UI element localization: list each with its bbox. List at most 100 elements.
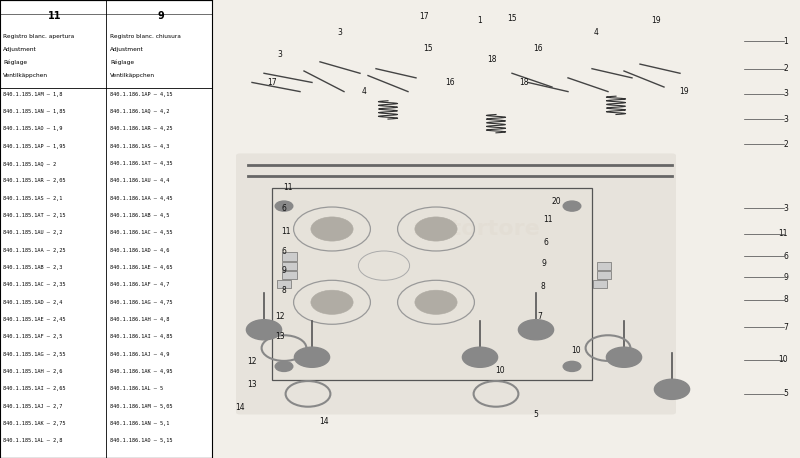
Text: 1: 1: [783, 37, 788, 46]
Text: 840.1.186.1AT — 4,35: 840.1.186.1AT — 4,35: [110, 161, 173, 166]
Circle shape: [606, 347, 642, 367]
Circle shape: [311, 290, 353, 314]
Text: 2: 2: [783, 140, 788, 149]
Text: 18: 18: [487, 55, 497, 64]
Text: 840.1.185.1AN — 1,85: 840.1.185.1AN — 1,85: [3, 109, 66, 114]
Text: Adjustment: Adjustment: [110, 47, 144, 52]
Text: 10: 10: [571, 346, 581, 355]
Text: 8: 8: [540, 282, 545, 291]
Text: 11: 11: [283, 183, 293, 192]
Text: 16: 16: [445, 78, 454, 87]
Circle shape: [275, 201, 293, 211]
Text: 840.1.185.1AR — 2,05: 840.1.185.1AR — 2,05: [3, 178, 66, 183]
Text: 840.1.186.1AR — 4,25: 840.1.186.1AR — 4,25: [110, 126, 173, 131]
Circle shape: [563, 361, 581, 371]
Text: 840.1.185.1AH — 2,6: 840.1.185.1AH — 2,6: [3, 369, 62, 374]
Text: 2: 2: [783, 64, 788, 73]
Text: Réglage: Réglage: [110, 60, 134, 65]
Text: 840.1.186.1AP — 4,15: 840.1.186.1AP — 4,15: [110, 92, 173, 97]
Text: 3: 3: [783, 114, 788, 124]
Bar: [272, 188, 592, 380]
Circle shape: [654, 379, 690, 399]
Text: 840.1.185.1AD — 2,4: 840.1.185.1AD — 2,4: [3, 300, 62, 305]
Text: 840.1.186.1AQ — 4,2: 840.1.186.1AQ — 4,2: [110, 109, 170, 114]
Text: 9: 9: [783, 273, 788, 282]
Bar: [282, 271, 297, 279]
Text: 3: 3: [783, 89, 788, 98]
Circle shape: [462, 347, 498, 367]
Text: 840.1.186.1AA — 4,45: 840.1.186.1AA — 4,45: [110, 196, 173, 201]
Text: 840.1.186.1AG — 4,75: 840.1.186.1AG — 4,75: [110, 300, 173, 305]
Bar: [593, 280, 607, 288]
Circle shape: [563, 201, 581, 211]
Text: 840.1.185.1AG — 2,55: 840.1.185.1AG — 2,55: [3, 352, 66, 357]
Text: 840.1.185.1AU — 2,2: 840.1.185.1AU — 2,2: [3, 230, 62, 235]
Text: 840.1.185.1AE — 2,45: 840.1.185.1AE — 2,45: [3, 317, 66, 322]
Text: 840.1.186.1AC — 4,55: 840.1.186.1AC — 4,55: [110, 230, 173, 235]
Text: 840.1.185.1AP — 1,95: 840.1.185.1AP — 1,95: [3, 144, 66, 148]
Text: 3: 3: [338, 27, 342, 37]
Text: 840.1.186.1AK — 4,95: 840.1.186.1AK — 4,95: [110, 369, 173, 374]
Text: 11: 11: [47, 11, 61, 22]
Text: 4: 4: [594, 27, 598, 37]
Text: 8: 8: [783, 295, 788, 305]
Bar: [282, 262, 297, 270]
Text: 3: 3: [278, 50, 282, 60]
Text: Ventilkäppchen: Ventilkäppchen: [3, 73, 48, 78]
Text: 840.1.186.1AB — 4,5: 840.1.186.1AB — 4,5: [110, 213, 170, 218]
Text: 840.1.186.1AE — 4,65: 840.1.186.1AE — 4,65: [110, 265, 173, 270]
Text: 15: 15: [507, 14, 517, 23]
Text: 10: 10: [778, 355, 788, 364]
Text: 9: 9: [542, 259, 546, 268]
Text: 12: 12: [247, 357, 257, 366]
Text: 840.1.186.1AO — 5,15: 840.1.186.1AO — 5,15: [110, 438, 173, 443]
Text: 840.1.185.1AA — 2,25: 840.1.185.1AA — 2,25: [3, 248, 66, 253]
Text: 840.1.185.1AQ — 2: 840.1.185.1AQ — 2: [3, 161, 56, 166]
Text: 13: 13: [247, 380, 257, 389]
Text: 18: 18: [519, 78, 529, 87]
Text: 11: 11: [282, 227, 291, 236]
Text: 12: 12: [275, 311, 285, 321]
Circle shape: [294, 347, 330, 367]
Text: 11: 11: [543, 215, 553, 224]
Text: 840.1.185.1AB — 2,3: 840.1.185.1AB — 2,3: [3, 265, 62, 270]
Text: 840.1.186.1AN — 5,1: 840.1.186.1AN — 5,1: [110, 421, 170, 426]
Text: 840.1.185.1AM — 1,8: 840.1.185.1AM — 1,8: [3, 92, 62, 97]
Text: 840.1.186.1AF — 4,7: 840.1.186.1AF — 4,7: [110, 282, 170, 287]
Text: 17: 17: [267, 78, 277, 87]
Text: 6: 6: [282, 204, 286, 213]
Text: Registro blanc. apertura: Registro blanc. apertura: [3, 34, 74, 39]
Bar: [282, 252, 297, 261]
Text: 840.1.185.1AC — 2,35: 840.1.185.1AC — 2,35: [3, 282, 66, 287]
Text: 840.1.186.1AS — 4,3: 840.1.186.1AS — 4,3: [110, 144, 170, 148]
Text: 840.1.185.1AK — 2,75: 840.1.185.1AK — 2,75: [3, 421, 66, 426]
Text: 840.1.185.1AT — 2,15: 840.1.185.1AT — 2,15: [3, 213, 66, 218]
Text: 840.1.185.1AJ — 2,7: 840.1.185.1AJ — 2,7: [3, 403, 62, 409]
Text: 840.1.186.1AH — 4,8: 840.1.186.1AH — 4,8: [110, 317, 170, 322]
Text: 840.1.185.1AL — 2,8: 840.1.185.1AL — 2,8: [3, 438, 62, 443]
Text: 6: 6: [282, 247, 286, 256]
Bar: [597, 271, 611, 279]
Text: 10: 10: [495, 366, 505, 376]
Text: 14: 14: [319, 417, 329, 426]
Text: 840.1.185.1AI — 2,65: 840.1.185.1AI — 2,65: [3, 387, 66, 391]
Text: 840.1.186.1AI — 4,85: 840.1.186.1AI — 4,85: [110, 334, 173, 339]
Circle shape: [415, 290, 457, 314]
Circle shape: [246, 320, 282, 340]
Text: 11: 11: [778, 229, 788, 238]
Text: 840.1.186.1AD — 4,6: 840.1.186.1AD — 4,6: [110, 248, 170, 253]
Text: motortore: motortore: [412, 219, 540, 239]
Text: 6: 6: [543, 238, 548, 247]
Text: 5: 5: [534, 410, 538, 419]
Text: 3: 3: [783, 204, 788, 213]
Text: 840.1.186.1AL — 5: 840.1.186.1AL — 5: [110, 387, 163, 391]
Text: 1: 1: [478, 16, 482, 25]
Text: 19: 19: [651, 16, 661, 25]
Text: 840.1.185.1AF — 2,5: 840.1.185.1AF — 2,5: [3, 334, 62, 339]
Text: 7: 7: [783, 323, 788, 332]
Text: Ventilkäppchen: Ventilkäppchen: [110, 73, 155, 78]
Bar: [597, 262, 611, 270]
Circle shape: [518, 320, 554, 340]
Text: 17: 17: [419, 11, 429, 21]
Bar: [277, 280, 291, 288]
